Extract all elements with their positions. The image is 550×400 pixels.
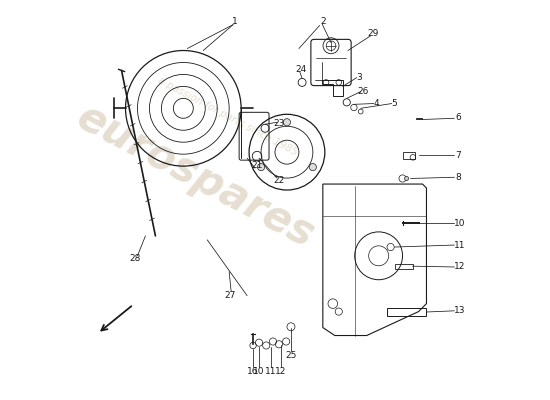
Text: 16: 16 <box>248 367 259 376</box>
Text: 11: 11 <box>454 240 465 250</box>
Text: 13: 13 <box>454 306 465 315</box>
Bar <box>387 308 426 316</box>
Text: 8: 8 <box>455 173 461 182</box>
Bar <box>403 152 415 159</box>
Text: 24: 24 <box>295 65 306 74</box>
Text: 12: 12 <box>454 262 465 272</box>
Text: 10: 10 <box>254 367 265 376</box>
Text: 3: 3 <box>356 73 361 82</box>
Text: 29: 29 <box>368 29 379 38</box>
Text: 7: 7 <box>455 151 461 160</box>
Circle shape <box>405 176 409 180</box>
Circle shape <box>257 164 265 171</box>
Text: 23: 23 <box>273 119 285 128</box>
Text: 12: 12 <box>276 367 287 376</box>
Text: 11: 11 <box>265 367 277 376</box>
Text: 22: 22 <box>273 176 284 185</box>
Circle shape <box>283 119 290 126</box>
Text: 28: 28 <box>129 254 140 264</box>
Text: 21: 21 <box>251 161 263 170</box>
Text: 10: 10 <box>454 219 465 228</box>
Text: eurospares: eurospares <box>69 96 321 256</box>
Bar <box>394 264 412 269</box>
Text: 25: 25 <box>285 351 296 360</box>
Text: 2: 2 <box>321 17 327 26</box>
Text: 26: 26 <box>357 87 368 96</box>
Text: 27: 27 <box>224 291 236 300</box>
Text: a passion for parts since 1985: a passion for parts since 1985 <box>156 75 299 158</box>
Text: 1: 1 <box>232 17 238 26</box>
Text: 5: 5 <box>392 99 398 108</box>
Circle shape <box>309 164 316 171</box>
Text: 6: 6 <box>455 113 461 122</box>
Text: 4: 4 <box>373 99 379 108</box>
